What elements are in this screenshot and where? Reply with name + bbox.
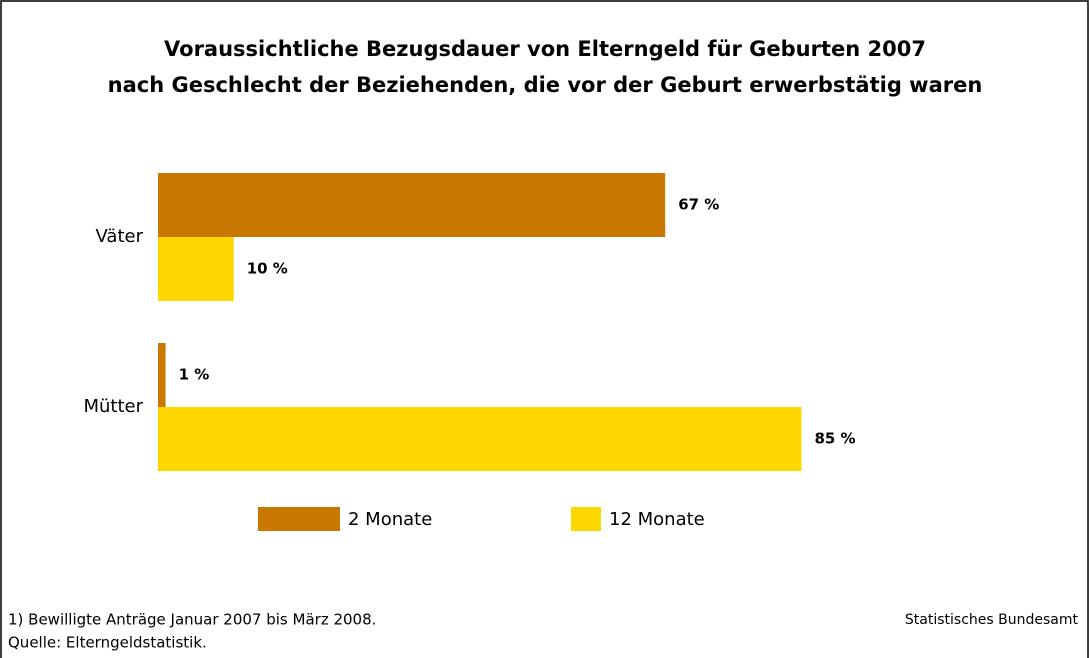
value-label: 10 % [247, 260, 288, 278]
value-label: 85 % [814, 430, 855, 448]
footnote: 1) Bewilligte Anträge Januar 2007 bis Mä… [8, 611, 376, 629]
legend-swatch [571, 507, 601, 531]
bar [158, 343, 166, 407]
legend-label: 12 Monate [609, 509, 705, 530]
footnote: Quelle: Elterngeldstatistik. [8, 634, 207, 652]
chart-title: Voraussichtliche Bezugsdauer von Elterng… [164, 37, 926, 61]
bar [158, 237, 234, 301]
value-label: 67 % [678, 196, 719, 214]
category-label: Mütter [83, 396, 143, 417]
value-label: 1 % [179, 366, 210, 384]
bar [158, 407, 802, 471]
category-label: Väter [96, 226, 144, 247]
legend-swatch [258, 507, 340, 531]
chart-title: nach Geschlecht der Beziehenden, die vor… [108, 73, 983, 97]
bar [158, 173, 666, 237]
legend-label: 2 Monate [348, 509, 432, 530]
source: Statistisches Bundesamt [905, 612, 1079, 628]
